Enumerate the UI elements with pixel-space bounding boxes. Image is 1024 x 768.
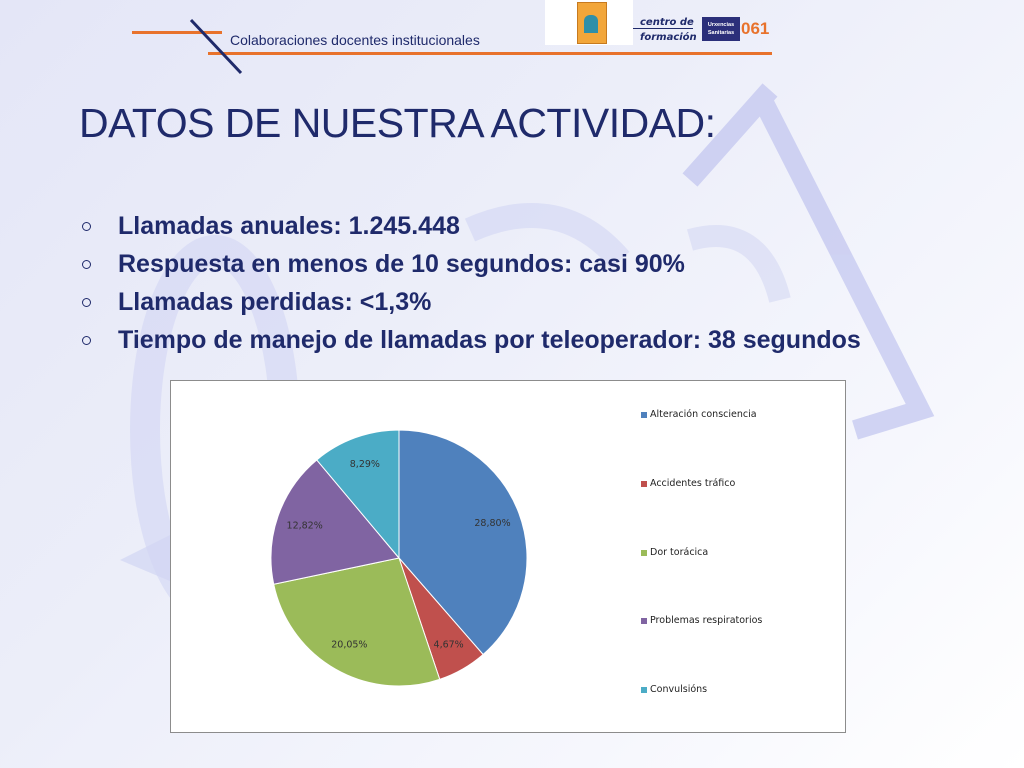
legend-swatch <box>641 480 647 487</box>
legend-item: Accidentes tráfico <box>641 478 762 547</box>
pie-data-label: 12,82% <box>287 520 323 531</box>
pie-data-label: 28,80% <box>474 518 510 529</box>
pie-data-label: 8,29% <box>350 459 380 470</box>
header-subtitle: Colaboraciones docentes institucionales <box>230 32 480 48</box>
book-logo <box>545 0 633 45</box>
header-slash-icon <box>189 18 243 75</box>
circle-bullet-icon <box>82 260 91 269</box>
circle-bullet-icon <box>82 336 91 345</box>
legend-label: Accidentes tráfico <box>650 477 736 489</box>
legend-swatch <box>641 618 647 625</box>
legend-label: Dor torácica <box>650 546 709 558</box>
pie-slice <box>270 459 400 585</box>
bullet-item: Llamadas perdidas: <1,3% <box>82 283 861 321</box>
legend-item: Convulsións <box>641 684 762 753</box>
bullet-list: Llamadas anuales: 1.245.448 Respuesta en… <box>82 207 861 359</box>
legend-swatch <box>641 687 647 693</box>
centro-formacion-logo: centro de formación <box>640 15 700 45</box>
circle-bullet-icon <box>82 298 91 307</box>
header-accent-line-bottom <box>208 52 772 55</box>
header-accent-line-top <box>132 31 222 34</box>
bullet-text: Tiempo de manejo de llamadas por teleope… <box>118 326 861 354</box>
legend-item: Dor torácica <box>641 547 762 616</box>
legend-swatch <box>641 412 647 418</box>
formacion-line1: centro de <box>640 17 694 28</box>
pie-data-label: 4,67% <box>434 640 464 651</box>
urx-number: 061 <box>741 19 770 38</box>
legend-label: Alteración consciencia <box>650 409 757 420</box>
pie-chart-plot: 28,80% 4,67% 20,05% 12,82% 8,29% <box>270 429 528 687</box>
pie-chart: 28,80% 4,67% 20,05% 12,82% 8,29% Alteración … <box>170 380 846 733</box>
page-title: DATOS DE NUESTRA ACTIVIDAD: <box>79 100 716 146</box>
formacion-line2: formación <box>640 32 697 43</box>
bullet-text: Llamadas perdidas: <1,3% <box>118 288 432 316</box>
legend-label: Convulsións <box>650 684 708 695</box>
arrow-line-icon <box>633 28 693 29</box>
urx-line2: Sanitarias <box>707 30 735 36</box>
book-cover-icon <box>577 2 607 44</box>
bullet-text: Respuesta en menos de 10 segundos: casi … <box>118 250 685 278</box>
chart-legend: Alteración consciencia Accidentes tráfico… <box>641 409 762 753</box>
pie-slice <box>316 429 400 560</box>
pie-slice <box>398 429 528 656</box>
bullet-item: Tiempo de manejo de llamadas por teleope… <box>82 321 861 359</box>
legend-item: Alteración consciencia <box>641 409 762 478</box>
legend-label: Problemas respiratorios <box>650 615 763 627</box>
circle-bullet-icon <box>82 222 91 231</box>
bullet-item: Llamadas anuales: 1.245.448 <box>82 207 861 245</box>
legend-swatch <box>641 549 647 556</box>
bullet-text: Llamadas anuales: 1.245.448 <box>118 212 460 240</box>
bullet-item: Respuesta en menos de 10 segundos: casi … <box>82 245 861 283</box>
pie-slice <box>273 557 441 687</box>
pie-data-label: 20,05% <box>331 640 367 651</box>
urx-line1: Urxencias <box>707 22 735 28</box>
legend-item: Problemas respiratorios <box>641 615 762 684</box>
urxencias-logo: Urxencias Sanitarias <box>702 17 740 41</box>
